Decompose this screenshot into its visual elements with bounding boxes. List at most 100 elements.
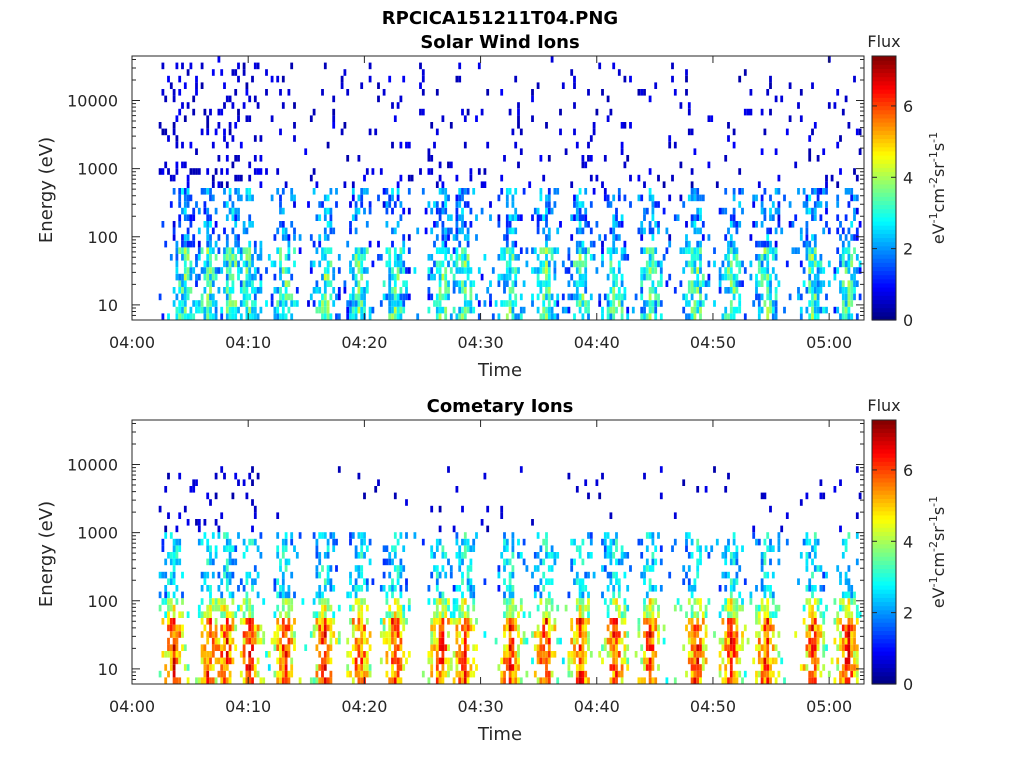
heatmap-cell <box>206 221 210 228</box>
heatmap-cell <box>441 201 445 208</box>
colorbar-segment <box>872 498 896 504</box>
heatmap-cell <box>251 287 254 294</box>
heatmap-cell <box>183 240 187 248</box>
heatmap-cell <box>704 624 708 632</box>
heatmap-cell <box>444 313 448 320</box>
heatmap-cell <box>175 247 179 254</box>
heatmap-cell <box>587 492 590 500</box>
heatmap-cell <box>186 69 190 76</box>
heatmap-cell <box>463 287 467 294</box>
heatmap-cell <box>578 247 582 254</box>
heatmap-cell <box>183 201 187 208</box>
heatmap-cell <box>757 306 761 314</box>
heatmap-cell <box>693 677 697 684</box>
heatmap-cell <box>729 585 733 592</box>
heatmap-cell <box>606 552 610 559</box>
heatmap-cell <box>581 247 585 254</box>
heatmap-cell <box>752 657 756 665</box>
heatmap-cell <box>841 300 845 307</box>
heatmap-cell <box>172 578 176 585</box>
heatmap-cell <box>444 293 448 301</box>
heatmap-cell <box>463 624 467 632</box>
colorbar-tick-label: 4 <box>903 168 913 187</box>
heatmap-cell <box>427 148 431 155</box>
heatmap-cell <box>351 254 355 261</box>
heatmap-cell <box>727 631 730 638</box>
heatmap-cell <box>329 532 333 539</box>
heatmap-cell <box>615 273 618 281</box>
heatmap-cell <box>192 300 196 307</box>
heatmap-cell <box>231 558 235 566</box>
heatmap-cell <box>396 624 400 632</box>
heatmap-cell <box>690 538 694 546</box>
heatmap-cell <box>517 214 520 221</box>
heatmap-cell <box>441 552 445 559</box>
heatmap-cell <box>449 267 453 274</box>
heatmap-cell <box>223 631 226 638</box>
heatmap-cell <box>603 234 607 241</box>
heatmap-cell <box>447 604 450 612</box>
heatmap-cell <box>645 558 649 566</box>
heatmap-cell <box>615 677 618 684</box>
heatmap-cell <box>738 644 742 651</box>
heatmap-cell <box>245 267 249 274</box>
heatmap-cell <box>575 571 579 579</box>
heatmap-cell <box>461 637 464 645</box>
heatmap-cell <box>545 240 548 248</box>
heatmap-cell <box>847 618 851 625</box>
heatmap-cell <box>388 75 392 83</box>
heatmap-cell <box>214 637 218 645</box>
heatmap-cell <box>231 624 235 632</box>
heatmap-cell <box>449 571 453 579</box>
heatmap-cell <box>777 174 781 182</box>
heatmap-cell <box>195 479 198 486</box>
heatmap-cell <box>811 657 814 665</box>
heatmap-cell <box>220 108 224 116</box>
colorbar-segment <box>872 245 896 251</box>
heatmap-cell <box>200 585 204 592</box>
heatmap-cell <box>844 637 848 645</box>
heatmap-cell <box>447 227 450 235</box>
heatmap-cell <box>315 306 319 314</box>
heatmap-cell <box>802 538 806 546</box>
heatmap-cell <box>738 188 742 195</box>
heatmap-cell <box>189 287 193 294</box>
heatmap-cell <box>169 651 173 658</box>
heatmap-cell <box>797 287 800 294</box>
heatmap-cell <box>699 644 702 651</box>
heatmap-cell <box>169 631 173 638</box>
heatmap-cell <box>209 306 212 314</box>
heatmap-cell <box>500 677 504 684</box>
heatmap-cell <box>609 664 613 671</box>
heatmap-cell <box>645 591 649 599</box>
heatmap-cell <box>581 611 585 618</box>
heatmap-cell <box>690 618 694 625</box>
heatmap-cell <box>609 201 613 208</box>
heatmap-cell <box>615 306 618 314</box>
heatmap-cell <box>206 637 210 645</box>
heatmap-cell <box>396 273 400 281</box>
heatmap-cell <box>161 618 165 625</box>
heatmap-cell <box>640 194 644 202</box>
heatmap-cell <box>360 618 364 625</box>
heatmap-cell <box>228 128 232 136</box>
heatmap-cell <box>797 188 800 195</box>
heatmap-cell <box>553 313 557 320</box>
heatmap-cell <box>186 201 190 208</box>
heatmap-cell <box>609 254 613 261</box>
heatmap-cell <box>643 313 646 320</box>
heatmap-cell <box>671 62 674 70</box>
heatmap-cell <box>349 670 352 678</box>
heatmap-cell <box>643 657 646 665</box>
heatmap-cell <box>732 538 736 546</box>
heatmap-cell <box>329 670 333 678</box>
heatmap-cell <box>365 618 369 625</box>
heatmap-cell <box>172 300 176 307</box>
heatmap-cell <box>309 631 313 638</box>
heatmap-cell <box>514 670 518 678</box>
heatmap-cell <box>777 201 781 208</box>
heatmap-cell <box>483 472 487 480</box>
heatmap-cell <box>766 637 770 645</box>
heatmap-cell <box>379 254 383 261</box>
heatmap-cell <box>290 604 294 612</box>
